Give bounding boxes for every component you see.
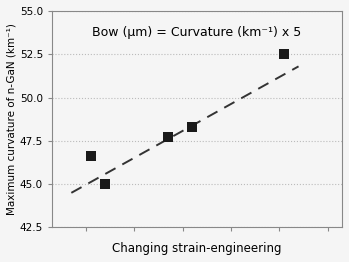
Y-axis label: Maximum curvature of n-GaN (km⁻¹): Maximum curvature of n-GaN (km⁻¹) xyxy=(7,23,17,215)
Point xyxy=(102,182,108,186)
Point xyxy=(165,135,171,139)
X-axis label: Changing strain-engineering: Changing strain-engineering xyxy=(112,242,282,255)
Point xyxy=(281,52,287,56)
Point xyxy=(88,154,94,159)
Text: Bow (µm) = Curvature (km⁻¹) x 5: Bow (µm) = Curvature (km⁻¹) x 5 xyxy=(92,26,302,39)
Point xyxy=(190,125,195,129)
